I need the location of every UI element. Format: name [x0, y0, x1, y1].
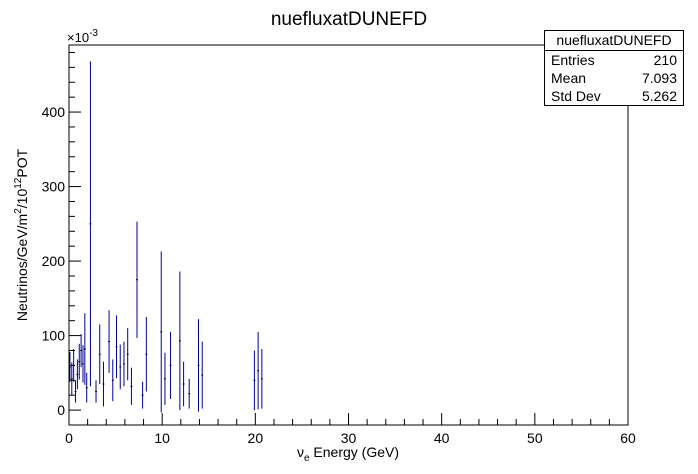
data-point — [130, 367, 133, 405]
x-tick-label: 10 — [154, 430, 170, 446]
x-tick-label: 40 — [434, 430, 450, 446]
data-point — [95, 380, 97, 403]
data-point — [108, 310, 110, 373]
y-tick-label: 200 — [42, 253, 66, 269]
y-tick-label: 300 — [42, 179, 66, 195]
y-tick-label: 400 — [42, 104, 66, 120]
data-point — [197, 319, 200, 412]
data-point — [74, 380, 77, 403]
stats-value: 7.093 — [641, 70, 677, 86]
x-axis-label: νe Energy (GeV) — [297, 444, 399, 464]
stats-box: nuefluxatDUNEFD Entries 210 Mean 7.093 S… — [544, 30, 684, 106]
y-axis: 0 100 200 300 400 — [42, 51, 81, 426]
data-series — [69, 61, 263, 413]
data-point — [83, 313, 86, 385]
data-point — [141, 381, 144, 409]
data-point — [123, 341, 125, 387]
y-tick-label: 100 — [42, 328, 66, 344]
data-point — [98, 324, 101, 385]
data-point — [126, 328, 129, 381]
stats-value: 5.262 — [641, 88, 677, 104]
x-tick-label: 20 — [248, 430, 264, 446]
data-point — [89, 61, 92, 387]
x-tick-label: 60 — [620, 430, 636, 446]
y-axis-multiplier: ×10-3 — [67, 28, 98, 45]
data-point — [182, 361, 185, 407]
data-point — [70, 362, 73, 396]
data-point — [169, 331, 172, 399]
stats-label: Std Dev — [551, 88, 601, 104]
stats-value: 210 — [653, 52, 677, 68]
data-point — [178, 271, 181, 411]
data-point — [69, 351, 71, 382]
y-tick-label: 0 — [57, 402, 65, 418]
data-point — [136, 221, 138, 338]
data-point — [82, 345, 84, 383]
x-tick-label: 0 — [65, 430, 73, 446]
stats-row-mean: Mean 7.093 — [545, 69, 683, 87]
data-point — [160, 251, 163, 413]
stats-row-entries: Entries 210 — [545, 51, 683, 69]
chart-title: nuefluxatDUNEFD — [271, 9, 427, 30]
x-axis: 0 10 20 30 40 50 60 — [65, 413, 636, 446]
data-point — [80, 334, 83, 367]
stats-label: Entries — [551, 52, 595, 68]
stats-label: Mean — [551, 70, 587, 86]
data-point — [164, 352, 166, 405]
stats-box-title: nuefluxatDUNEFD — [545, 31, 683, 51]
y-axis-label: Neutrinos/GeV/m2/1012POT — [13, 148, 30, 321]
data-point — [201, 341, 204, 409]
data-point — [78, 343, 81, 380]
data-point — [85, 372, 88, 403]
data-point — [119, 344, 122, 390]
x-tick-label: 50 — [527, 430, 543, 446]
data-point — [111, 359, 114, 402]
data-point — [76, 359, 79, 390]
data-point — [145, 316, 148, 392]
data-point — [257, 331, 260, 410]
data-point — [72, 349, 75, 382]
data-point — [188, 378, 191, 409]
stats-row-stddev: Std Dev 5.262 — [545, 87, 683, 105]
x-tick-label: 30 — [341, 430, 357, 446]
data-point — [260, 349, 263, 409]
data-point — [253, 350, 256, 411]
data-point — [115, 315, 118, 379]
data-point — [102, 361, 105, 407]
